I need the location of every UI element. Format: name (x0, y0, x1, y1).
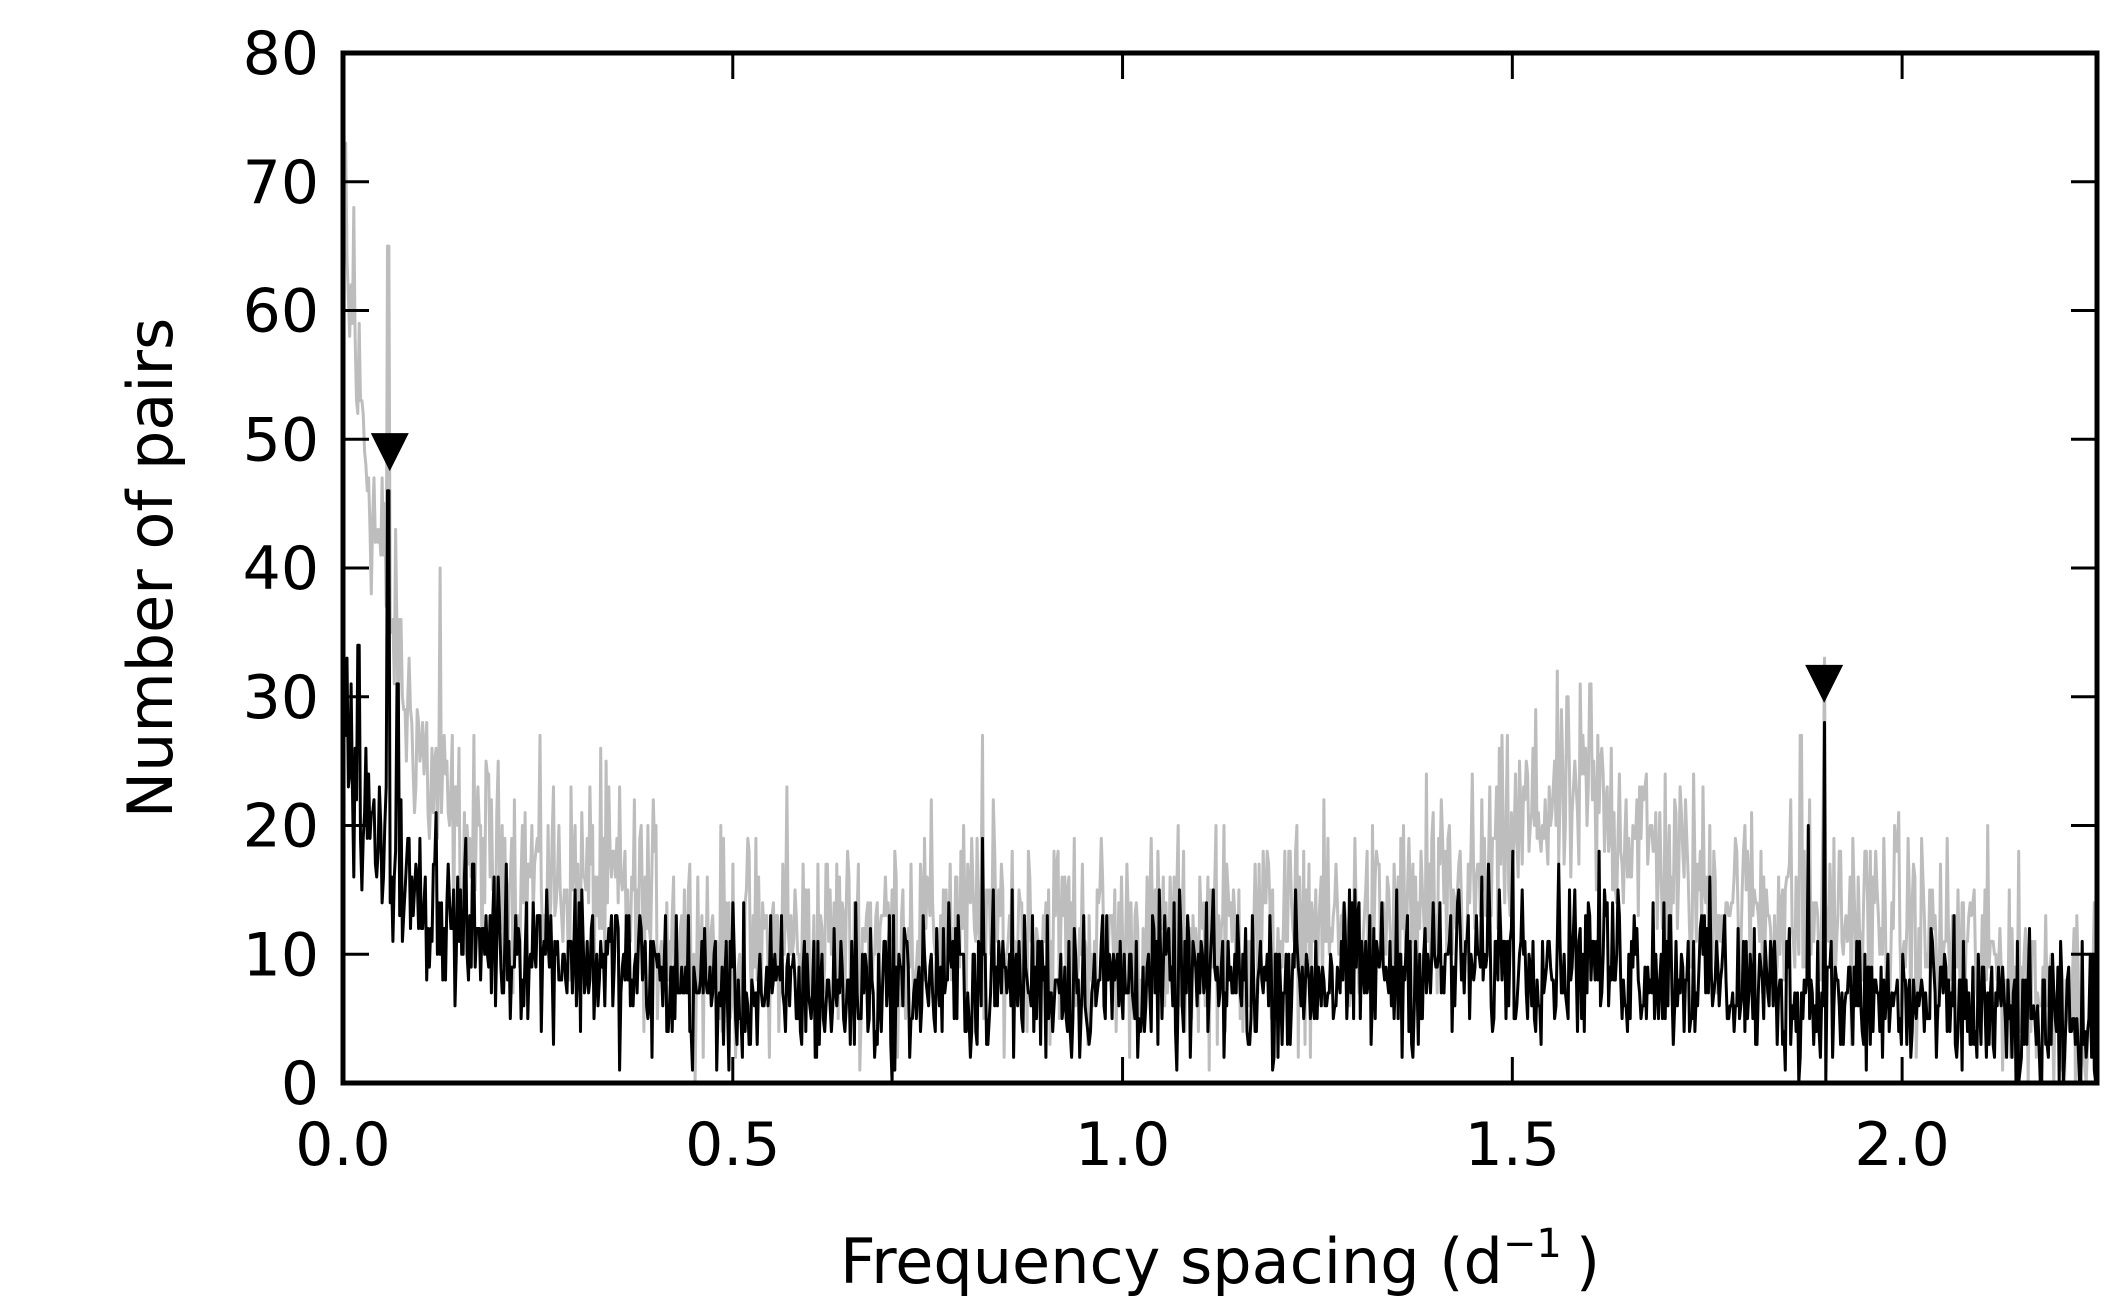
x-tick-label: 0.0 (295, 1110, 390, 1180)
x-tick-label: 1.5 (1465, 1110, 1560, 1180)
y-axis-label: Number of pairs (114, 318, 187, 819)
y-tick-label: 70 (243, 148, 319, 218)
x-axis-label-main: Frequency spacing (d (840, 1225, 1503, 1298)
y-tick-label: 0 (281, 1049, 319, 1119)
y-tick-label: 10 (243, 920, 319, 990)
x-tick-label: 0.5 (685, 1110, 780, 1180)
peak-marker (1805, 664, 1844, 703)
y-tick-label: 30 (243, 663, 319, 733)
y-tick-label: 20 (243, 792, 319, 862)
x-tick-label: 1.0 (1075, 1110, 1170, 1180)
x-axis-label-superscript: −1 (1503, 1221, 1562, 1267)
y-tick-label: 50 (243, 405, 319, 475)
tick-layer: 0.0 0.5 1.0 1.5 2.0 0 10 20 30 40 50 60 70 80 (243, 19, 2097, 1180)
peak-marker (370, 433, 409, 472)
series-layer (341, 141, 2099, 1085)
marker-layer (370, 433, 1844, 703)
y-tick-label: 80 (243, 19, 319, 89)
y-tick-label: 40 (243, 534, 319, 604)
x-tick-label: 2.0 (1854, 1110, 1949, 1180)
x-axis-label-close: ) (1576, 1225, 1600, 1298)
series-line-black (341, 489, 2098, 1085)
x-axis-label: Frequency spacing (d−1) (840, 1221, 1600, 1298)
plot-frame (340, 50, 2100, 1086)
y-tick-label: 60 (243, 277, 319, 347)
